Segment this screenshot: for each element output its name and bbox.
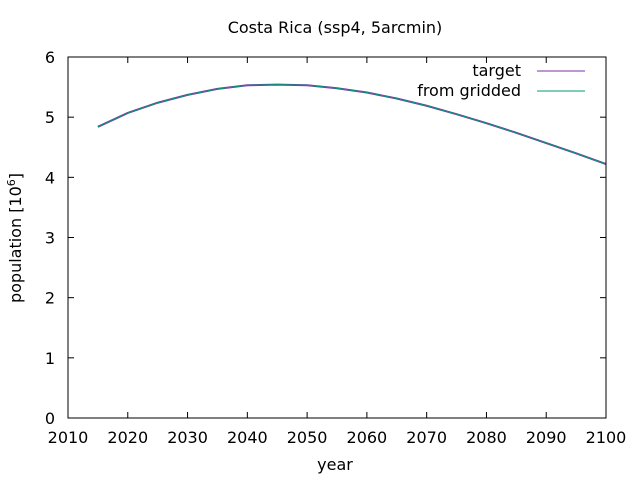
y-tick-label: 1: [45, 349, 55, 368]
y-axis-label: population [106]: [5, 173, 25, 303]
y-axis-ticks: 0 1 2 3 4 5 6: [45, 48, 606, 428]
x-tick-label: 2020: [107, 428, 148, 447]
x-tick-label: 2070: [406, 428, 447, 447]
y-tick-label: 3: [45, 229, 55, 248]
series-layer: [97, 83, 607, 166]
legend-label: from gridded: [417, 81, 521, 100]
y-axis-label-exponent: 6: [5, 179, 18, 186]
y-axis-label-main: population [10: [6, 186, 25, 303]
plot-border: [67, 56, 607, 419]
y-tick-label: 2: [45, 289, 55, 308]
y-tick-label: 0: [45, 409, 55, 428]
x-tick-label: 2060: [347, 428, 388, 447]
y-tick-label: 4: [45, 168, 55, 187]
series-line-from-gridded: [97, 84, 607, 165]
y-tick-label: 6: [45, 48, 55, 67]
x-axis-label: year: [317, 455, 353, 474]
x-tick-label: 2080: [466, 428, 507, 447]
x-tick-label: 2030: [167, 428, 208, 447]
y-tick-label: 5: [45, 108, 55, 127]
legend-label: target: [472, 61, 521, 80]
series-line-target: [97, 83, 607, 166]
x-tick-label: 2090: [526, 428, 567, 447]
chart-title: Costa Rica (ssp4, 5arcmin): [228, 18, 443, 37]
x-tick-label: 2040: [227, 428, 268, 447]
x-tick-label: 2010: [48, 428, 89, 447]
x-tick-label: 2100: [586, 428, 627, 447]
x-axis-ticks: 2010 2020 2030 2040 2050 2060 2070 2080 2090 2100: [48, 57, 627, 447]
y-axis-label-close: ]: [6, 173, 25, 179]
x-tick-label: 2050: [287, 428, 328, 447]
